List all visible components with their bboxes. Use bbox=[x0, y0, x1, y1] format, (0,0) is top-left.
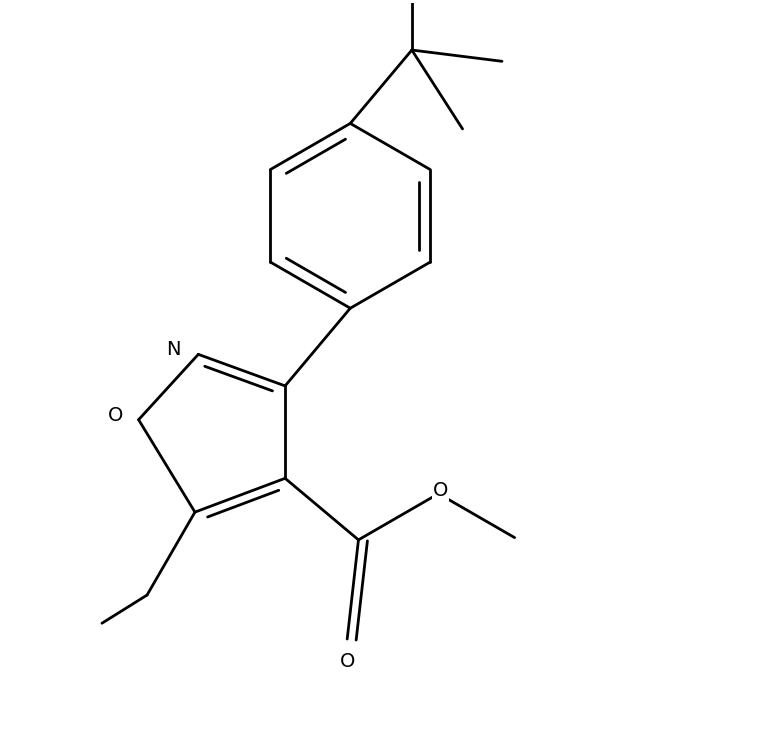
Text: N: N bbox=[166, 340, 181, 359]
Text: O: O bbox=[339, 652, 355, 671]
Text: O: O bbox=[433, 480, 448, 500]
Text: O: O bbox=[108, 406, 124, 424]
